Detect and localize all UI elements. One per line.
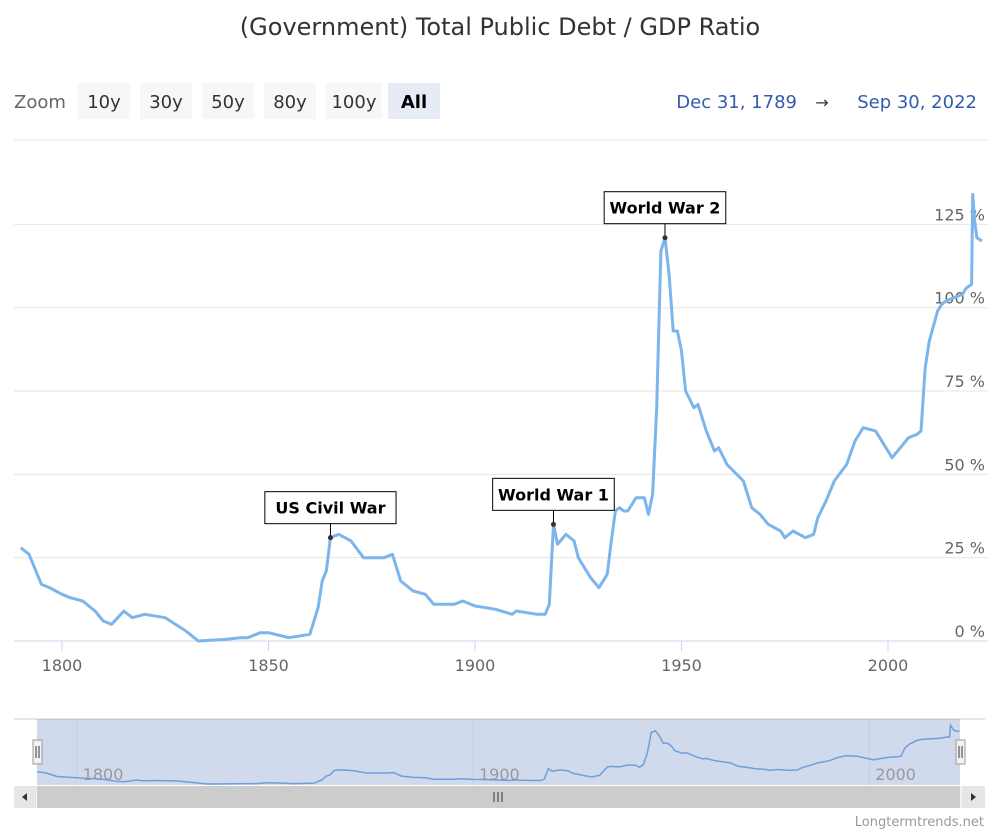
y-tick-label: 50 % (944, 455, 985, 474)
annotation-point (662, 235, 668, 241)
annotation-label: World War 2 (610, 199, 721, 218)
chart-title: (Government) Total Public Debt / GDP Rat… (240, 13, 760, 41)
x-tick-label: 2000 (868, 656, 909, 675)
range-button-80y[interactable]: 80y (264, 83, 316, 119)
range-button-label: 80y (273, 92, 307, 113)
annotation-point (327, 535, 333, 541)
range-button-bg (326, 83, 382, 119)
range-button-100y[interactable]: 100y (326, 83, 382, 119)
x-tick-label: 1900 (455, 656, 496, 675)
x-tick-label: 1950 (661, 656, 702, 675)
annotation: US Civil War (264, 491, 397, 541)
annotation-box (492, 477, 615, 511)
range-button-bg (140, 83, 192, 119)
range-button-bg (78, 83, 130, 119)
arrow-right-icon (971, 793, 976, 801)
navigator-x-label: 1900 (479, 765, 520, 784)
y-tick-label: 100 % (934, 289, 985, 308)
navigator-handle-left[interactable] (32, 739, 43, 765)
range-button-10y[interactable]: 10y (78, 83, 130, 119)
y-tick-label: 75 % (944, 372, 985, 391)
navigator-mask[interactable] (37, 719, 960, 785)
scroll-right-button[interactable] (962, 786, 985, 808)
y-tick-label: 125 % (934, 205, 985, 224)
range-from[interactable]: Dec 31, 1789 (676, 92, 797, 113)
annotation: World War 2 (603, 191, 727, 241)
handle-bg (955, 739, 966, 765)
annotation: World War 1 (492, 477, 615, 527)
range-button-30y[interactable]: 30y (140, 83, 192, 119)
range-button-bg (388, 83, 440, 119)
annotation-label: US Civil War (275, 499, 385, 518)
x-tick-label: 1800 (42, 656, 83, 675)
x-tick-label: 1850 (248, 656, 289, 675)
range-button-bg (264, 83, 316, 119)
range-button-label: 100y (331, 92, 376, 113)
annotation-box (603, 191, 727, 225)
range-arrow: → (815, 93, 828, 112)
annotation-point (550, 521, 556, 527)
y-tick-label: 0 % (955, 622, 985, 641)
range-button-All[interactable]: All (388, 83, 440, 119)
credit[interactable]: Longtermtrends.net (855, 815, 984, 830)
y-tick-label: 25 % (944, 539, 985, 558)
range-button-label: 30y (149, 92, 183, 113)
range-button-bg (202, 83, 254, 119)
range-button-label: 50y (211, 92, 245, 113)
range-button-label: All (401, 92, 427, 113)
navigator-x-label: 2000 (875, 765, 916, 784)
scroll-left-button[interactable] (14, 786, 36, 808)
annotation-label: World War 1 (498, 485, 609, 504)
navigator-series (36, 722, 960, 785)
navigator-handle-right[interactable] (955, 739, 966, 765)
handle-bg (32, 739, 43, 765)
range-to[interactable]: Sep 30, 2022 (857, 92, 977, 113)
range-button-label: 10y (87, 92, 121, 113)
debt-gdp-line[interactable] (19, 192, 983, 643)
zoom-label: Zoom (14, 92, 66, 113)
range-button-50y[interactable]: 50y (202, 83, 254, 119)
annotation-box (264, 491, 397, 525)
arrow-left-icon (22, 793, 27, 801)
